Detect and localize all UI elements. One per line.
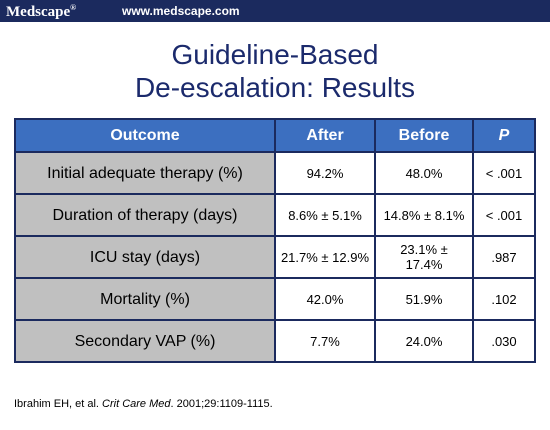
- table-cell: 42.0%: [274, 277, 376, 321]
- column-header: After: [274, 118, 376, 153]
- column-header: P: [472, 118, 536, 153]
- table-row: ICU stay (days) 21.7% ± 12.9% 23.1% ± 17.4…: [14, 235, 536, 279]
- table-cell: < .001: [472, 151, 536, 195]
- column-header: Before: [374, 118, 474, 153]
- table-body: Initial adequate therapy (%) 94.2% 48.0% < …: [14, 151, 536, 363]
- table-cell: 24.0%: [374, 319, 474, 363]
- table-cell: 23.1% ± 17.4%: [374, 235, 474, 279]
- table-cell: Secondary VAP (%): [14, 319, 276, 363]
- title-line: Guideline-Based: [171, 39, 379, 70]
- table-cell: .102: [472, 277, 536, 321]
- table-cell: 14.8% ± 8.1%: [374, 193, 474, 237]
- table-row: Mortality (%) 42.0% 51.9% .102: [14, 277, 536, 321]
- table-cell: < .001: [472, 193, 536, 237]
- top-bar: Medscape® www.medscape.com: [0, 0, 550, 22]
- table-cell: .987: [472, 235, 536, 279]
- citation-journal: Crit Care Med: [102, 398, 171, 410]
- title: Guideline-Based De-escalation: Results: [0, 38, 550, 104]
- brand-name: Medscape: [6, 4, 71, 20]
- table-cell: ICU stay (days): [14, 235, 276, 279]
- table-cell: .030: [472, 319, 536, 363]
- table-cell: Mortality (%): [14, 277, 276, 321]
- url: www.medscape.com: [122, 4, 240, 18]
- table-cell: Initial adequate therapy (%): [14, 151, 276, 195]
- citation-details: . 2001;29:1109-1115.: [170, 398, 273, 410]
- table-cell: 8.6% ± 5.1%: [274, 193, 376, 237]
- citation: Ibrahim EH, et al. Crit Care Med. 2001;2…: [14, 398, 273, 410]
- table-cell: 48.0%: [374, 151, 474, 195]
- table-cell: 94.2%: [274, 151, 376, 195]
- title-line: De-escalation: Results: [134, 72, 416, 103]
- column-header: Outcome: [14, 118, 276, 153]
- brand-mark: ®: [70, 3, 77, 12]
- brand: Medscape®: [6, 3, 76, 21]
- results-table: Outcome After Before P Initial adequate the…: [14, 118, 536, 363]
- table-row: Initial adequate therapy (%) 94.2% 48.0% < …: [14, 151, 536, 195]
- table-cell: Duration of therapy (days): [14, 193, 276, 237]
- table-cell: 7.7%: [274, 319, 376, 363]
- citation-authors: Ibrahim EH, et al.: [14, 398, 99, 410]
- table-row: Secondary VAP (%) 7.7% 24.0% .030: [14, 319, 536, 363]
- table-cell: 21.7% ± 12.9%: [274, 235, 376, 279]
- header-row: Outcome After Before P: [14, 118, 536, 153]
- table-cell: 51.9%: [374, 277, 474, 321]
- table-row: Duration of therapy (days) 8.6% ± 5.1% 14.…: [14, 193, 536, 237]
